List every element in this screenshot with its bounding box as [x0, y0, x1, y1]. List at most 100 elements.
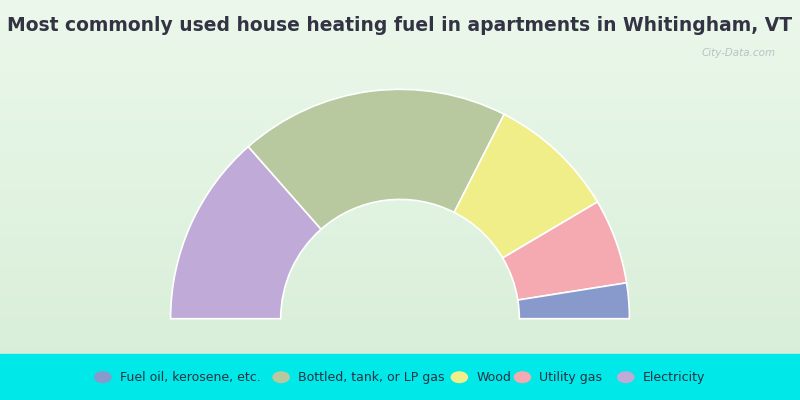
- Bar: [0, 28, 800, 29]
- Bar: [0, 292, 800, 293]
- Bar: [0, 212, 800, 213]
- Bar: [0, 34, 800, 36]
- Bar: [0, 105, 800, 107]
- Bar: [0, 258, 800, 260]
- Bar: [0, 13, 800, 15]
- Bar: [0, 153, 800, 155]
- Bar: [0, 256, 800, 257]
- Bar: [0, 253, 800, 255]
- Ellipse shape: [514, 371, 531, 383]
- Bar: [0, 190, 800, 192]
- Bar: [0, 5, 800, 7]
- Bar: [0, 178, 800, 180]
- Bar: [0, 194, 800, 196]
- Bar: [0, 89, 800, 91]
- Bar: [0, 326, 800, 328]
- Bar: [0, 17, 800, 19]
- Bar: [0, 238, 800, 240]
- Bar: [0, 352, 800, 353]
- Bar: [0, 30, 800, 32]
- Bar: [0, 302, 800, 304]
- Bar: [0, 278, 800, 280]
- Bar: [0, 113, 800, 115]
- Bar: [0, 184, 800, 185]
- Bar: [0, 264, 800, 265]
- Bar: [0, 309, 800, 311]
- Bar: [0, 294, 800, 296]
- Bar: [0, 2, 800, 4]
- Bar: [0, 48, 800, 49]
- Bar: [0, 328, 800, 329]
- Bar: [0, 170, 800, 172]
- Bar: [0, 114, 800, 116]
- Bar: [0, 82, 800, 84]
- Bar: [0, 33, 800, 35]
- Bar: [0, 313, 800, 315]
- Bar: [0, 104, 800, 105]
- Bar: [0, 109, 800, 111]
- Bar: [0, 330, 800, 332]
- Bar: [0, 322, 800, 324]
- Bar: [0, 8, 800, 9]
- Bar: [0, 336, 800, 337]
- Bar: [0, 42, 800, 44]
- Bar: [0, 201, 800, 203]
- Bar: [0, 61, 800, 63]
- Bar: [0, 226, 800, 228]
- Bar: [0, 249, 800, 251]
- Text: Most commonly used house heating fuel in apartments in Whitingham, VT: Most commonly used house heating fuel in…: [7, 16, 793, 35]
- Bar: [0, 4, 800, 5]
- Bar: [0, 112, 800, 113]
- Bar: [0, 168, 800, 169]
- Bar: [0, 164, 800, 165]
- Bar: [0, 274, 800, 276]
- Bar: [0, 288, 800, 289]
- Bar: [0, 134, 800, 136]
- Bar: [0, 349, 800, 351]
- Bar: [0, 88, 800, 89]
- Bar: [0, 132, 800, 133]
- Bar: [0, 233, 800, 235]
- Bar: [0, 162, 800, 164]
- Bar: [0, 348, 800, 349]
- Bar: [0, 37, 800, 39]
- Bar: [0, 208, 800, 209]
- Bar: [0, 137, 800, 139]
- Bar: [0, 53, 800, 55]
- Bar: [0, 246, 800, 248]
- Bar: [0, 220, 800, 221]
- Bar: [0, 232, 800, 233]
- Bar: [0, 142, 800, 144]
- Bar: [0, 200, 800, 201]
- Bar: [0, 248, 800, 249]
- Bar: [0, 282, 800, 284]
- Bar: [0, 174, 800, 176]
- Bar: [0, 293, 800, 295]
- Bar: [0, 85, 800, 87]
- Bar: [0, 221, 800, 223]
- Bar: [0, 32, 800, 33]
- Bar: [0, 354, 800, 400]
- Bar: [0, 276, 800, 277]
- Bar: [0, 146, 800, 148]
- Bar: [0, 36, 800, 37]
- Bar: [0, 98, 800, 100]
- Bar: [0, 250, 800, 252]
- Bar: [0, 225, 800, 227]
- Bar: [0, 257, 800, 259]
- Bar: [0, 24, 800, 25]
- Bar: [0, 310, 800, 312]
- Bar: [0, 202, 800, 204]
- Bar: [0, 129, 800, 131]
- Bar: [0, 26, 800, 28]
- Bar: [0, 68, 800, 69]
- Bar: [0, 240, 800, 241]
- Bar: [0, 209, 800, 211]
- Wedge shape: [170, 147, 321, 319]
- Bar: [0, 74, 800, 76]
- Bar: [0, 100, 800, 101]
- Bar: [0, 76, 800, 77]
- Text: City-Data.com: City-Data.com: [702, 48, 776, 58]
- Bar: [0, 228, 800, 229]
- Bar: [0, 144, 800, 145]
